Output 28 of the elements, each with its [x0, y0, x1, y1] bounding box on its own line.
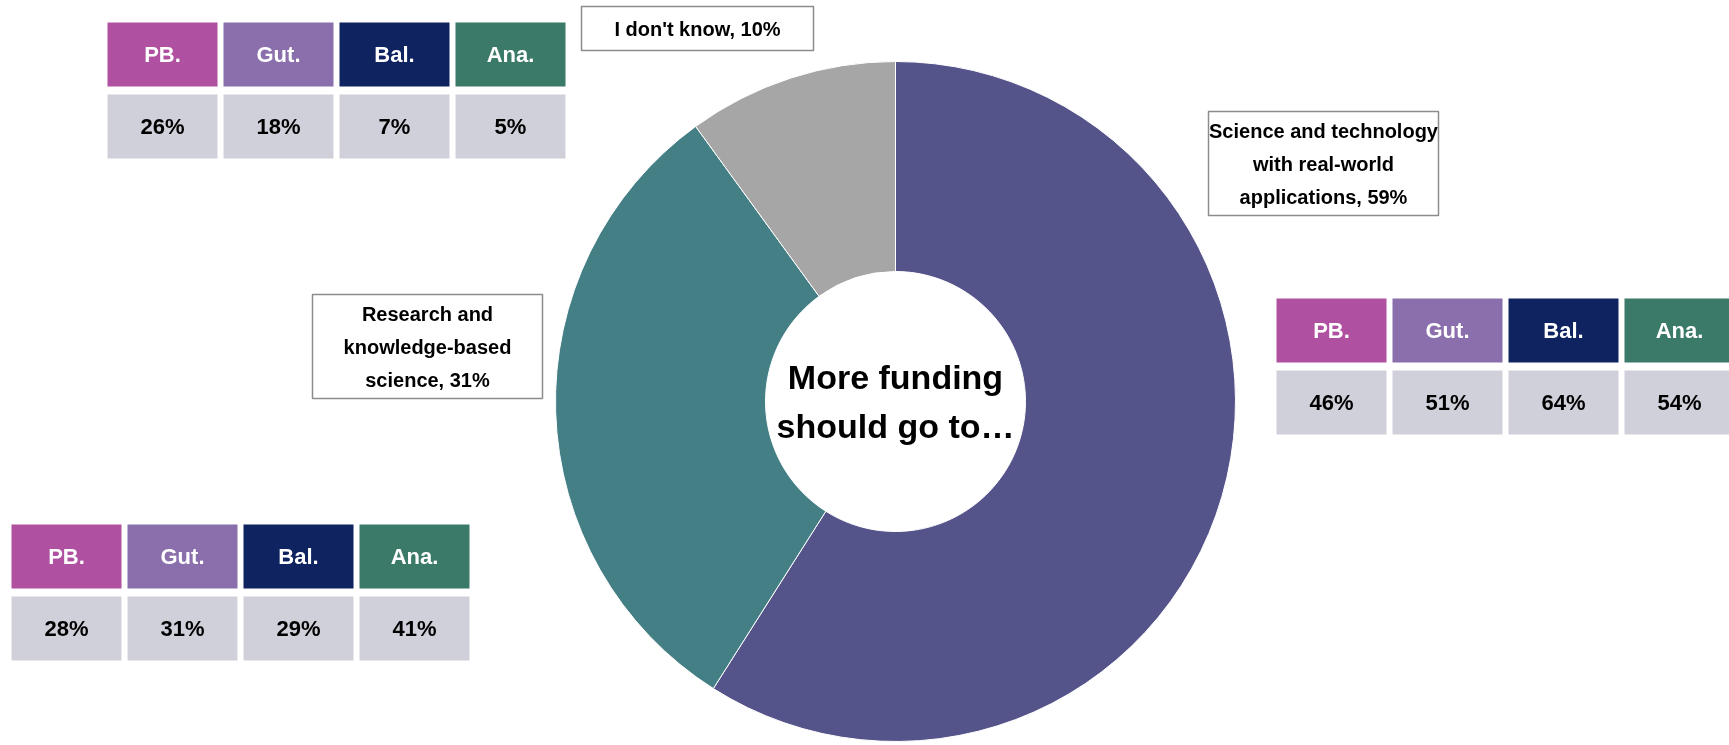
text: 7% [378, 114, 411, 139]
slice-label: I don't know, 10% [614, 17, 781, 40]
text: More funding should go to… [776, 357, 1015, 446]
category-label: Gut. [256, 42, 301, 67]
text: 31% [160, 616, 205, 641]
text: 41% [392, 616, 437, 641]
slice-label: Research and knowledge-based science, 31% [343, 302, 512, 391]
text: 51% [1425, 390, 1470, 415]
category-label: Bal. [1543, 318, 1584, 343]
category-label: PB. [48, 544, 85, 569]
text: 18% [256, 114, 301, 139]
category-label: Ana. [486, 42, 535, 67]
category-label: Bal. [374, 42, 415, 67]
category-label: Bal. [278, 544, 319, 569]
category-label: Gut. [1425, 318, 1470, 343]
text: 64% [1541, 390, 1586, 415]
category-label: PB. [144, 42, 181, 67]
category-label: Gut. [160, 544, 205, 569]
text: 29% [276, 616, 321, 641]
category-label: PB. [1313, 318, 1350, 343]
slice-label: Science and technology with real-world applications, 59% [1209, 119, 1439, 208]
text: 28% [44, 616, 89, 641]
text: 46% [1309, 390, 1354, 415]
text: 26% [140, 114, 185, 139]
text: 5% [494, 114, 527, 139]
category-label: Ana. [390, 544, 439, 569]
text: 54% [1657, 390, 1702, 415]
category-label: Ana. [1655, 318, 1704, 343]
